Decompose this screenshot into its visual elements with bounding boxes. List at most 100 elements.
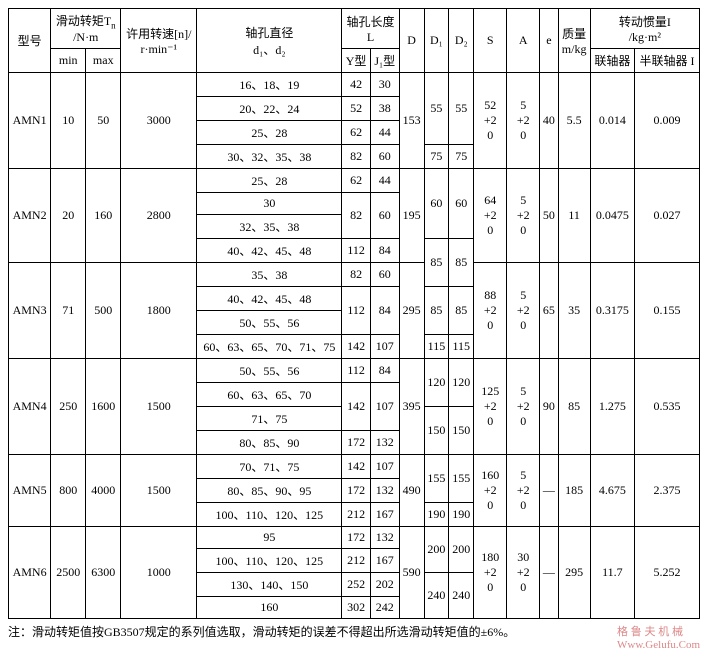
hdr-borelen: 轴孔长度L [342,9,399,49]
hdr-D1: D₁ [424,9,449,73]
table-cell: 107 [370,383,399,431]
table-cell: 52+20 [474,73,507,169]
table-cell: 30 [370,73,399,97]
table-cell: 172 [342,527,371,549]
hdr-S: S [474,9,507,73]
table-cell: 64+20 [474,169,507,263]
table-cell: 100、110、120、125 [197,503,342,527]
table-cell: 5+20 [507,169,540,263]
table-cell: 30+20 [507,527,540,619]
table-cell: 125+20 [474,359,507,455]
table-cell: 40 [540,73,558,169]
table-cell: 132 [370,527,399,549]
table-cell: 16、18、19 [197,73,342,97]
table-cell: 50 [540,169,558,263]
table-cell: 85 [558,359,590,455]
table-cell: 50、55、56 [197,311,342,335]
table-cell: 155 [449,455,474,503]
table-cell: 295 [558,527,590,619]
table-cell: 6300 [86,527,121,619]
table-cell: 212 [342,503,371,527]
hdr-Ic: 联轴器 [590,49,634,73]
table-cell: 295 [399,263,424,359]
table-cell: 1000 [121,527,197,619]
table-cell: 2.375 [635,455,700,527]
table-cell: 395 [399,359,424,455]
table-cell: 85 [449,287,474,335]
table-cell: 1600 [86,359,121,455]
footnote-text: 注：滑动转矩值按GB3507规定的系列值选取，滑动转矩的误差不得超出所选滑动转矩… [8,623,515,651]
table-cell: 0.535 [635,359,700,455]
table-cell: 112 [342,359,371,383]
table-cell: 71 [51,263,86,359]
table-cell: AMN5 [9,455,51,527]
table-cell: 242 [370,597,399,619]
table-cell: 70、71、75 [197,455,342,479]
table-cell: 25、28 [197,121,342,145]
table-cell: 160 [86,169,121,263]
table-cell: 85 [449,239,474,287]
table-cell: 84 [370,359,399,383]
table-cell: 10 [51,73,86,169]
table-cell: 142 [342,335,371,359]
table-cell: 5+20 [507,73,540,169]
table-cell: 88+20 [474,263,507,359]
table-cell: 160+20 [474,455,507,527]
table-cell: 200 [449,527,474,573]
table-cell: 250 [51,359,86,455]
table-cell: 60 [370,263,399,287]
table-cell: 112 [342,239,371,263]
table-cell: 132 [370,431,399,455]
table-cell: 142 [342,455,371,479]
table-cell: 20、22、24 [197,97,342,121]
hdr-e: e [540,9,558,73]
table-cell: 500 [86,263,121,359]
table-cell: 90 [540,359,558,455]
table-cell: 1800 [121,263,197,359]
table-cell: 5+20 [507,263,540,359]
hdr-mass: 质量m/kg [558,9,590,73]
table-cell: 2500 [51,527,86,619]
table-cell: 50 [86,73,121,169]
table-cell: 155 [424,455,449,503]
table-cell: 60 [424,169,449,239]
hdr-Ih: 半联轴器 I [635,49,700,73]
table-cell: 62 [342,169,371,193]
table-cell: 20 [51,169,86,263]
table-cell: 190 [424,503,449,527]
table-cell: 160 [197,597,342,619]
table-cell: AMN4 [9,359,51,455]
table-cell: 44 [370,169,399,193]
watermark: 格 鲁 夫 机 械Www.Gelufu.Com [617,623,700,651]
hdr-bore: 轴孔直径d₁、d₂ [197,9,342,73]
table-cell: 5+20 [507,455,540,527]
table-cell: 40、42、45、48 [197,239,342,263]
table-cell: 195 [399,169,424,263]
table-cell: 107 [370,335,399,359]
table-cell: 0.3175 [590,263,634,359]
table-cell: 252 [342,573,371,597]
table-cell: 132 [370,479,399,503]
hdr-tmin: min [51,49,86,73]
table-cell: 80、85、90、95 [197,479,342,503]
table-cell: 167 [370,549,399,573]
table-cell: 150 [424,407,449,455]
table-cell: 172 [342,479,371,503]
table-cell: 60、63、65、70 [197,383,342,407]
table-cell: 82 [342,145,371,169]
table-cell: 62 [342,121,371,145]
table-cell: 60 [370,193,399,239]
table-cell: 800 [51,455,86,527]
table-cell: 55 [449,73,474,145]
table-cell: 40、42、45、48 [197,287,342,311]
table-cell: AMN2 [9,169,51,263]
footnote: 注：滑动转矩值按GB3507规定的系列值选取，滑动转矩的误差不得超出所选滑动转矩… [8,619,700,651]
table-cell: 32、35、38 [197,215,342,239]
table-cell: 107 [370,455,399,479]
coupling-spec-table: 型号 滑动转矩Tn/N·m 许用转速[n]/r·min⁻¹ 轴孔直径d₁、d₂ … [8,8,700,619]
table-cell: 60、63、65、70、71、75 [197,335,342,359]
table-cell: 60 [449,169,474,239]
table-cell: 65 [540,263,558,359]
table-cell: 30 [197,193,342,215]
table-cell: 115 [449,335,474,359]
